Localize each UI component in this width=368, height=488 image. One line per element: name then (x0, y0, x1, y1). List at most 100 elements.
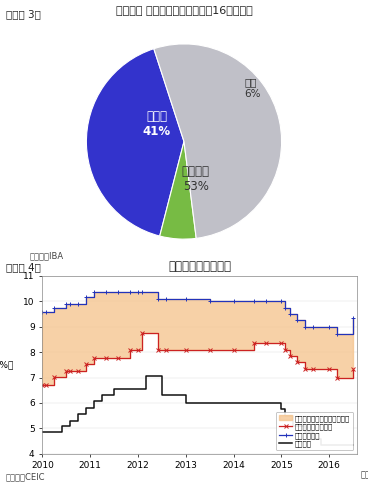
預金金利（一年物） (104, 355, 108, 361)
Legend: 利鞘（貸出金利－預金金利）, 預金金利（一年物）, 貸出基準金利, 政策金利: 利鞘（貸出金利－預金金利）, 預金金利（一年物）, 貸出基準金利, 政策金利 (276, 412, 354, 450)
政策金利 (195, 400, 200, 406)
貸出基準金利 (40, 309, 45, 315)
貸出基準金利 (84, 294, 89, 300)
Text: 厳格化
41%: 厳格化 41% (143, 110, 171, 138)
貸出基準金利 (163, 296, 168, 302)
Text: 現状維持
53%: 現状維持 53% (182, 164, 210, 193)
貸出基準金利 (279, 298, 284, 304)
預金金利（一年物） (303, 366, 308, 371)
政策金利 (124, 386, 128, 392)
預金金利（一年物） (263, 340, 268, 346)
政策金利 (68, 418, 72, 424)
貸出基準金利 (251, 298, 256, 304)
貸出基準金利 (295, 317, 300, 323)
預金金利（一年物） (139, 330, 144, 336)
政策金利 (303, 429, 308, 435)
預金金利（一年物） (295, 359, 300, 365)
貸出基準金利 (92, 289, 96, 295)
政策金利 (271, 400, 276, 406)
預金金利（一年物） (184, 346, 188, 352)
預金金利（一年物） (84, 361, 89, 367)
貸出基準金利 (327, 324, 332, 329)
政策金利 (231, 400, 236, 406)
Line: 預金金利（一年物）: 預金金利（一年物） (40, 331, 355, 387)
Text: （図表 3）: （図表 3） (6, 9, 40, 19)
Title: 預貸金利と政策金利: 預貸金利と政策金利 (168, 260, 231, 273)
Title: 商業銀行 大企業向け貸出基準（16年上期）: 商業銀行 大企業向け貸出基準（16年上期） (116, 4, 252, 15)
政策金利 (144, 373, 148, 379)
預金金利（一年物） (327, 366, 332, 371)
預金金利（一年物） (156, 346, 160, 352)
預金金利（一年物） (92, 355, 96, 361)
Text: （%）: （%） (0, 360, 14, 369)
預金金利（一年物） (279, 340, 284, 346)
預金金利（一年物） (351, 366, 355, 371)
貸出基準金利 (128, 289, 132, 295)
Text: （図表 4）: （図表 4） (6, 263, 40, 272)
貸出基準金利 (231, 298, 236, 304)
預金金利（一年物） (116, 355, 120, 361)
貸出基準金利 (335, 331, 340, 337)
Text: （資料）CEIC: （資料）CEIC (6, 472, 45, 481)
Text: （月次）: （月次） (360, 470, 368, 479)
政策金利 (168, 392, 172, 398)
Line: 政策金利: 政策金利 (42, 376, 353, 445)
預金金利（一年物） (251, 340, 256, 346)
貸出基準金利 (311, 324, 316, 329)
貸出基準金利 (283, 305, 287, 310)
貸出基準金利 (287, 311, 292, 317)
預金金利（一年物） (64, 367, 68, 373)
預金金利（一年物） (335, 375, 340, 381)
預金金利（一年物） (136, 346, 140, 352)
預金金利（一年物） (52, 374, 56, 380)
貸出基準金利 (139, 289, 144, 295)
貸出基準金利 (64, 301, 68, 306)
貸出基準金利 (351, 315, 355, 321)
預金金利（一年物） (128, 346, 132, 352)
預金金利（一年物） (76, 367, 80, 373)
政策金利 (311, 436, 316, 442)
政策金利 (60, 423, 65, 429)
政策金利 (327, 442, 332, 448)
Wedge shape (86, 49, 184, 236)
預金金利（一年物） (287, 353, 292, 359)
政策金利 (255, 400, 260, 406)
預金金利（一年物） (311, 366, 316, 371)
政策金利 (319, 442, 323, 448)
預金金利（一年物） (68, 367, 72, 373)
預金金利（一年物） (44, 383, 48, 388)
政策金利 (84, 405, 89, 411)
貸出基準金利 (104, 289, 108, 295)
政策金利 (76, 411, 80, 417)
Text: 緩和
6%: 緩和 6% (244, 77, 261, 99)
政策金利 (351, 442, 355, 448)
貸出基準金利 (116, 289, 120, 295)
貸出基準金利 (52, 305, 56, 310)
貸出基準金利 (208, 298, 212, 304)
Wedge shape (154, 44, 282, 238)
貸出基準金利 (263, 298, 268, 304)
貸出基準金利 (44, 309, 48, 315)
政策金利 (291, 423, 296, 429)
預金金利（一年物） (163, 346, 168, 352)
政策金利 (40, 429, 45, 435)
政策金利 (112, 386, 116, 392)
政策金利 (100, 392, 104, 398)
貸出基準金利 (76, 301, 80, 306)
貸出基準金利 (68, 301, 72, 306)
政策金利 (184, 400, 188, 406)
政策金利 (279, 406, 284, 412)
政策金利 (283, 413, 287, 419)
政策金利 (216, 400, 220, 406)
政策金利 (136, 386, 140, 392)
貸出基準金利 (303, 324, 308, 329)
預金金利（一年物） (231, 346, 236, 352)
貸出基準金利 (156, 296, 160, 302)
貸出基準金利 (184, 296, 188, 302)
Line: 貸出基準金利: 貸出基準金利 (40, 290, 355, 336)
政策金利 (160, 392, 164, 398)
Wedge shape (160, 142, 196, 239)
預金金利（一年物） (283, 346, 287, 352)
預金金利（一年物） (40, 383, 45, 388)
Text: （資料）IBA: （資料）IBA (29, 252, 64, 261)
